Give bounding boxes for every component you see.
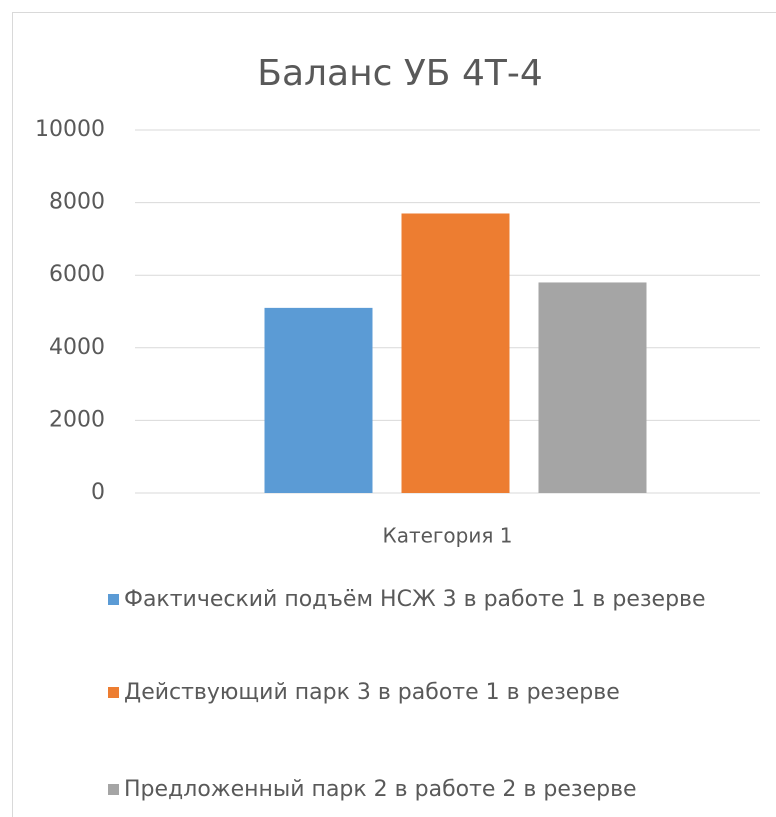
legend-swatch (108, 784, 119, 795)
x-tick-label: Категория 1 (383, 524, 513, 548)
legend-label: Предложенный парк 2 в работе 2 в резерве (124, 777, 637, 802)
y-tick-label: 4000 (49, 335, 105, 360)
y-tick-label: 2000 (49, 407, 105, 432)
y-tick-label: 8000 (49, 190, 105, 215)
legend-item: Фактический подъём НСЖ 3 в работе 1 в ре… (108, 580, 728, 620)
bar (538, 282, 647, 493)
legend-label: Фактический подъём НСЖ 3 в работе 1 в ре… (124, 587, 706, 612)
legend-swatch (108, 687, 119, 698)
legend-swatch (108, 594, 119, 605)
y-tick-label: 10000 (35, 117, 105, 142)
legend-item: Действующий парк 3 в работе 1 в резерве (108, 673, 728, 713)
y-tick-label: 6000 (49, 262, 105, 287)
chart-frame (12, 12, 776, 817)
y-tick-label: 0 (91, 480, 105, 505)
bar (401, 213, 510, 494)
chart-title: Баланс УБ 4Т-4 (257, 53, 542, 94)
legend-item: Предложенный парк 2 в работе 2 в резерве (108, 770, 728, 810)
bar (264, 307, 373, 493)
legend-label: Действующий парк 3 в работе 1 в резерве (124, 680, 620, 705)
